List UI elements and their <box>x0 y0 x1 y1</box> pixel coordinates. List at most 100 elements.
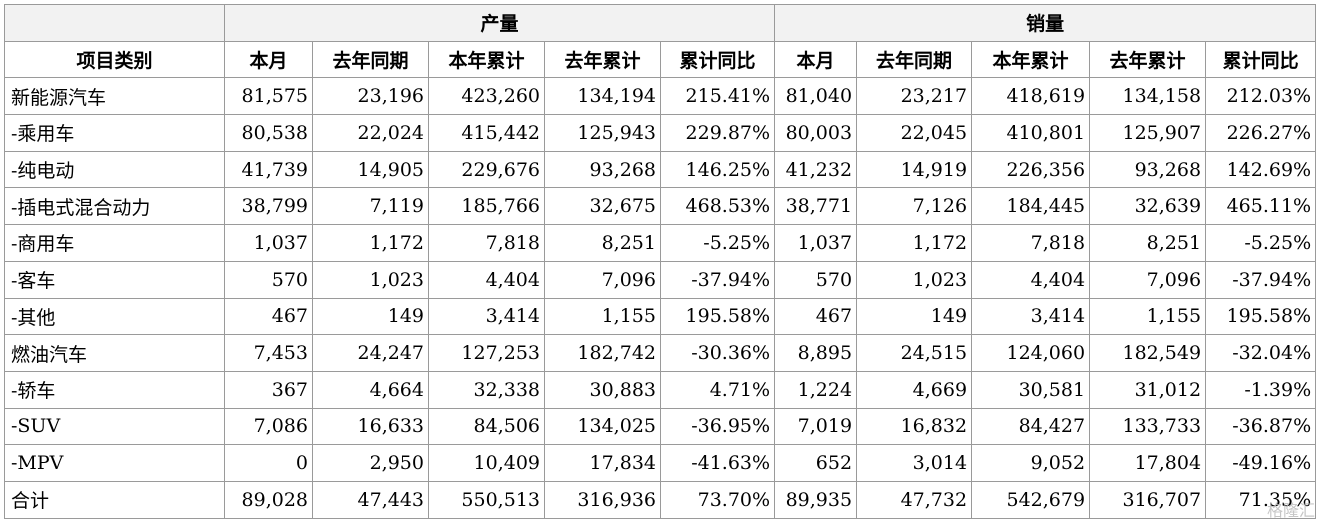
sales-value-cell: 9,052 <box>971 444 1091 482</box>
sales-value-cell: 125,907 <box>1089 114 1207 152</box>
sales-value-cell: 142.69% <box>1205 150 1317 189</box>
prod-value-cell: 229.87% <box>659 114 776 152</box>
category-cell: -乘用车 <box>4 114 225 152</box>
prod-month-header: 本月 <box>224 40 313 79</box>
sales-value-cell: 7,096 <box>1089 260 1207 299</box>
sales-value-cell: 8,251 <box>1089 224 1207 262</box>
sales-last-ytd-header: 去年累计 <box>1089 40 1207 79</box>
prod-value-cell: 14,905 <box>312 150 429 189</box>
table-row: 新能源汽车 81,575 23,196 423,260 134,194 215.41% 81… <box>4 77 1317 116</box>
table-row: -乘用车 80,538 22,024 415,442 125,943 229.87% 80,… <box>4 114 1317 152</box>
table-row: -插电式混合动力 38,799 7,119 185,766 32,675 468.53% 3… <box>4 187 1317 226</box>
sales-value-cell: 4,404 <box>971 260 1091 299</box>
prod-value-cell: 7,818 <box>428 224 545 262</box>
table-row: -商用车 1,037 1,172 7,818 8,251 -5.25% 1,037 1,172… <box>4 224 1317 262</box>
sales-value-cell: 1,224 <box>774 370 858 409</box>
sales-value-cell: -37.94% <box>1205 260 1317 299</box>
prod-value-cell: 22,024 <box>312 114 429 152</box>
prod-value-cell: 30,883 <box>544 370 661 409</box>
prod-value-cell: 195.58% <box>659 297 776 336</box>
prod-value-cell: 23,196 <box>312 77 429 116</box>
sales-value-cell: 7,126 <box>856 187 973 226</box>
prod-value-cell: 32,338 <box>428 370 545 409</box>
prod-yoy-header: 累计同比 <box>659 40 776 79</box>
sales-value-cell: 31,012 <box>1089 370 1207 409</box>
sales-ytd-header: 本年累计 <box>971 40 1091 79</box>
sales-value-cell: -32.04% <box>1205 334 1317 372</box>
prod-value-cell: 149 <box>312 297 429 336</box>
prod-value-cell: 185,766 <box>428 187 545 226</box>
sales-value-cell: 182,549 <box>1089 334 1207 372</box>
prod-value-cell: 16,633 <box>312 407 429 446</box>
prod-value-cell: 24,247 <box>312 334 429 372</box>
sales-value-cell: 93,268 <box>1089 150 1207 189</box>
prod-value-cell: 134,194 <box>544 77 661 116</box>
table-row: -其他 467 149 3,414 1,155 195.58% 467 149 3,414 1,1… <box>4 297 1317 336</box>
prod-value-cell: 7,119 <box>312 187 429 226</box>
prod-value-cell: 134,025 <box>544 407 661 446</box>
prod-value-cell: 32,675 <box>544 187 661 226</box>
column-header-row: 项目类别 本月 去年同期 本年累计 去年累计 累计同比 本月 去年同期 本年累计… <box>4 40 1317 79</box>
prod-ytd-header: 本年累计 <box>428 40 545 79</box>
sales-value-cell: 1,172 <box>856 224 973 262</box>
prod-last-year-header: 去年同期 <box>312 40 429 79</box>
prod-value-cell: 10,409 <box>428 444 545 482</box>
sales-value-cell: 17,804 <box>1089 444 1207 482</box>
sales-value-cell: 4,669 <box>856 370 973 409</box>
sales-value-cell: 22,045 <box>856 114 973 152</box>
category-cell: -其他 <box>4 297 225 336</box>
category-cell: -商用车 <box>4 224 225 262</box>
prod-value-cell: 7,096 <box>544 260 661 299</box>
prod-value-cell: 81,575 <box>224 77 313 116</box>
table-row: -MPV 0 2,950 10,409 17,834 -41.63% 652 3,014 9,0… <box>4 444 1317 482</box>
sales-value-cell: 41,232 <box>774 150 858 189</box>
table-body: 新能源汽车 81,575 23,196 423,260 134,194 215.41% 81… <box>4 77 1317 519</box>
prod-value-cell: 467 <box>224 297 313 336</box>
table-row: -轿车 367 4,664 32,338 30,883 4.71% 1,224 4,669 30… <box>4 370 1317 409</box>
sales-value-cell: 652 <box>774 444 858 482</box>
prod-value-cell: 41,739 <box>224 150 313 189</box>
table-row: -SUV 7,086 16,633 84,506 134,025 -36.95% 7,019… <box>4 407 1317 446</box>
table-row: -客车 570 1,023 4,404 7,096 -37.94% 570 1,023 4,40… <box>4 260 1317 299</box>
sales-value-cell: 226.27% <box>1205 114 1317 152</box>
category-cell: -轿车 <box>4 370 225 409</box>
sales-value-cell: 133,733 <box>1089 407 1207 446</box>
category-cell: -纯电动 <box>4 150 225 189</box>
sales-value-cell: -1.39% <box>1205 370 1317 409</box>
category-column-header: 项目类别 <box>4 40 225 79</box>
prod-value-cell: 423,260 <box>428 77 545 116</box>
prod-value-cell: -5.25% <box>659 224 776 262</box>
sales-value-cell: 316,707 <box>1089 480 1207 519</box>
prod-value-cell: 7,086 <box>224 407 313 446</box>
sales-value-cell: 410,801 <box>971 114 1091 152</box>
prod-value-cell: 3,414 <box>428 297 545 336</box>
prod-value-cell: 0 <box>224 444 313 482</box>
sales-value-cell: 32,639 <box>1089 187 1207 226</box>
sales-month-header: 本月 <box>774 40 858 79</box>
prod-value-cell: -36.95% <box>659 407 776 446</box>
prod-value-cell: 146.25% <box>659 150 776 189</box>
sales-value-cell: 212.03% <box>1205 77 1317 116</box>
prod-value-cell: 4.71% <box>659 370 776 409</box>
sales-value-cell: 570 <box>774 260 858 299</box>
sales-value-cell: 124,060 <box>971 334 1091 372</box>
prod-value-cell: 84,506 <box>428 407 545 446</box>
prod-value-cell: 89,028 <box>224 480 313 519</box>
prod-value-cell: 415,442 <box>428 114 545 152</box>
prod-value-cell: 468.53% <box>659 187 776 226</box>
prod-value-cell: 316,936 <box>544 480 661 519</box>
prod-value-cell: 4,664 <box>312 370 429 409</box>
sales-value-cell: 1,155 <box>1089 297 1207 336</box>
prod-value-cell: -30.36% <box>659 334 776 372</box>
sales-value-cell: 7,818 <box>971 224 1091 262</box>
sales-value-cell: 184,445 <box>971 187 1091 226</box>
sales-value-cell: -36.87% <box>1205 407 1317 446</box>
sales-value-cell: 3,014 <box>856 444 973 482</box>
watermark: 格隆汇 <box>1266 501 1315 520</box>
category-cell: 合计 <box>4 480 225 519</box>
prod-value-cell: 182,742 <box>544 334 661 372</box>
prod-value-cell: 73.70% <box>659 480 776 519</box>
prod-value-cell: 38,799 <box>224 187 313 226</box>
table-row: -纯电动 41,739 14,905 229,676 93,268 146.25% 41,2… <box>4 150 1317 189</box>
sales-value-cell: 149 <box>856 297 973 336</box>
